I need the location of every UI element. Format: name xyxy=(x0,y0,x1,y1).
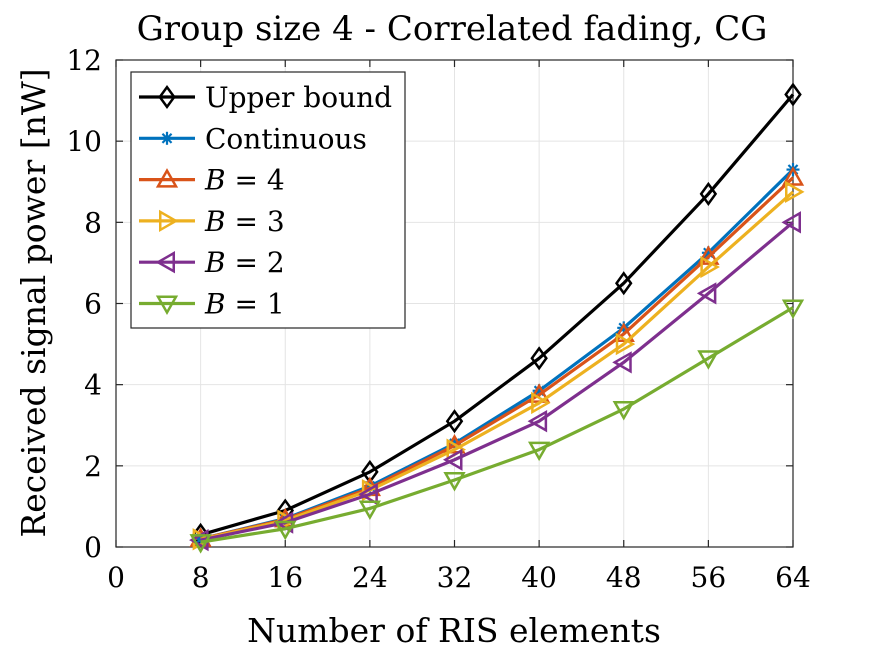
series-6 xyxy=(189,299,805,554)
legend-label: B = 4 xyxy=(204,164,285,197)
legend-swatch-marker xyxy=(155,168,179,188)
data-point-marker xyxy=(612,322,635,342)
legend-label: Continuous xyxy=(205,122,367,155)
x-tick-label: 24 xyxy=(352,561,388,594)
x-tick-label: 8 xyxy=(192,561,210,594)
data-point-marker xyxy=(697,350,720,370)
x-tick-label: 32 xyxy=(437,561,473,594)
data-point-marker xyxy=(781,166,805,186)
data-point-marker xyxy=(443,472,466,492)
data-point-marker xyxy=(527,410,548,433)
asterisk-stroke xyxy=(533,385,545,397)
data-point-marker xyxy=(699,181,718,206)
data-point-marker xyxy=(274,520,297,541)
chart-title: Group size 4 - Correlated fading, CG xyxy=(137,9,768,49)
legend-swatch-marker xyxy=(158,84,176,110)
legend-swatch-marker xyxy=(155,295,179,316)
legend-label: B = 3 xyxy=(204,205,285,238)
data-point-marker xyxy=(531,391,551,415)
data-point-marker xyxy=(696,282,717,305)
y-tick-label: 10 xyxy=(66,125,102,158)
legend-item: B = 4 xyxy=(139,164,285,197)
legend-label: B = 1 xyxy=(204,288,285,321)
data-point-marker xyxy=(612,401,635,421)
legend-label-variable: B xyxy=(204,205,226,238)
legend-label-value: = 1 xyxy=(226,288,285,321)
y-tick-label: 2 xyxy=(84,450,102,483)
legend-box xyxy=(130,71,406,329)
data-point-marker xyxy=(530,346,548,371)
legend-label: Upper bound xyxy=(205,81,392,114)
series-4 xyxy=(192,180,805,551)
legend-label: B = 2 xyxy=(204,246,285,279)
data-point-marker xyxy=(189,534,212,554)
x-tick-label: 48 xyxy=(606,561,642,594)
data-point-marker xyxy=(443,434,466,454)
data-point-marker xyxy=(785,180,805,204)
y-tick-label: 4 xyxy=(84,369,102,402)
asterisk-stroke xyxy=(703,247,714,259)
y-tick-label: 12 xyxy=(66,44,102,77)
data-point-marker xyxy=(358,500,382,520)
legend-swatch-marker xyxy=(155,251,175,274)
legend-item: Upper bound xyxy=(139,81,392,114)
y-tick-label: 0 xyxy=(84,531,102,564)
x-tick-label: 0 xyxy=(107,561,125,594)
x-tick-label: 16 xyxy=(267,561,303,594)
asterisk-stroke xyxy=(161,132,173,144)
data-point-marker xyxy=(445,409,464,434)
data-point-marker xyxy=(784,82,802,107)
legend-swatch-marker xyxy=(159,209,179,233)
data-point-marker xyxy=(527,441,551,462)
data-point-marker xyxy=(442,448,463,471)
data-point-marker xyxy=(781,299,805,320)
y-tick-label: 8 xyxy=(84,206,102,239)
legend-item: Continuous xyxy=(139,122,367,155)
data-point-marker xyxy=(697,245,720,265)
legend-swatch-marker xyxy=(160,131,174,145)
x-axis-label: Number of RIS elements xyxy=(247,611,661,650)
legend-label-variable: B xyxy=(204,164,226,197)
data-point-marker xyxy=(615,332,636,356)
legend-item: B = 2 xyxy=(139,246,285,279)
legend-label-value: = 2 xyxy=(226,246,285,279)
legend-label-value: = 4 xyxy=(226,164,285,197)
legend-label-variable: B xyxy=(204,246,226,279)
x-tick-label: 56 xyxy=(691,561,727,594)
series-line xyxy=(200,306,794,544)
y-axis-label: Received signal power [nW] xyxy=(14,68,53,537)
x-tick-label: 40 xyxy=(521,561,557,594)
series-line xyxy=(200,93,795,537)
series-line xyxy=(200,221,795,542)
data-point-marker xyxy=(612,351,632,374)
legend-item: B = 1 xyxy=(139,288,285,321)
legend-item: B = 3 xyxy=(139,205,285,238)
series-layer xyxy=(189,82,805,554)
data-point-marker xyxy=(615,271,633,296)
series-1 xyxy=(191,82,802,547)
data-point-marker xyxy=(700,255,720,279)
legend-label-value: = 3 xyxy=(226,205,285,238)
data-point-marker xyxy=(358,483,378,506)
series-line xyxy=(200,190,795,541)
x-tick-label: 64 xyxy=(775,561,811,594)
data-point-marker xyxy=(781,211,801,234)
legend-label-variable: B xyxy=(204,288,226,321)
y-tick-label: 6 xyxy=(84,288,102,321)
